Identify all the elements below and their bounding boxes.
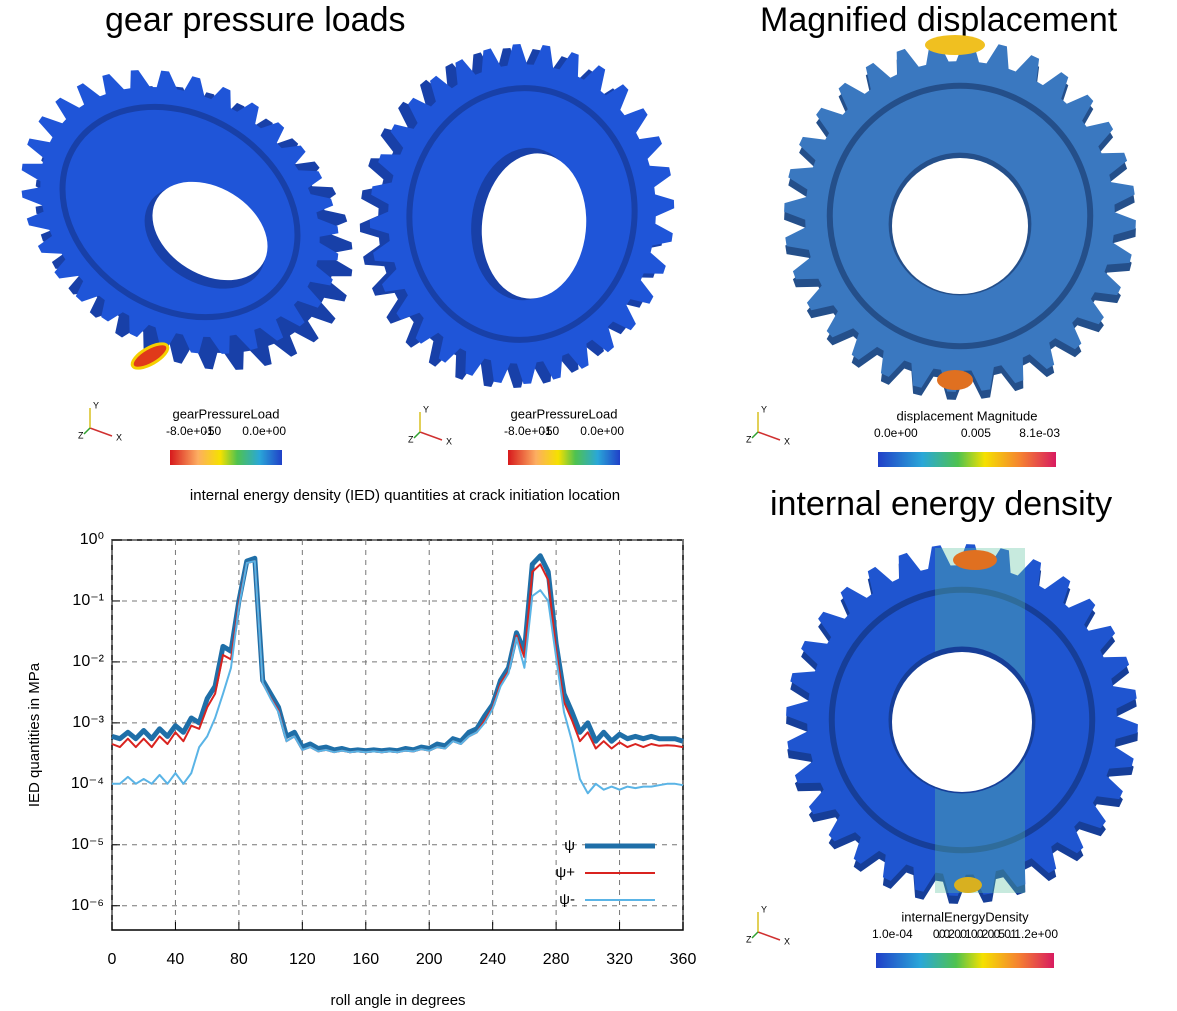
y-tick-label: 10⁻⁴ bbox=[71, 775, 104, 792]
y-tick-label: 10⁰ bbox=[80, 531, 104, 548]
y-tick-label: 10⁻⁵ bbox=[71, 836, 104, 853]
triad-label: X bbox=[116, 432, 122, 442]
colorbar-label: 0.0e+00 bbox=[580, 424, 624, 438]
gear-ring bbox=[59, 103, 301, 321]
triad-label: Z bbox=[78, 430, 84, 440]
y-tick-label: 10⁻² bbox=[72, 653, 104, 670]
x-tick-label: 40 bbox=[167, 951, 185, 968]
colorbar-label: 8.1e-03 bbox=[1019, 426, 1060, 440]
legend-label: ψ bbox=[564, 837, 575, 854]
axes-triad: X Y Z bbox=[78, 400, 122, 442]
y-tick-label: 10⁻¹ bbox=[72, 592, 104, 609]
colorbar-label: 1.0e-04 bbox=[872, 927, 913, 941]
axes-triad: X Y Z bbox=[746, 904, 790, 946]
gear-render bbox=[359, 44, 675, 388]
colorbar-title: internalEnergyDensity bbox=[901, 909, 1029, 924]
y-axis-label: IED quantities in MPa bbox=[26, 662, 43, 807]
triad-axis bbox=[757, 431, 781, 441]
colorbar-label: -8.0e+01 bbox=[166, 424, 214, 438]
x-tick-label: 160 bbox=[352, 951, 379, 968]
triad-axis bbox=[419, 431, 443, 441]
triad-axis bbox=[751, 431, 759, 439]
triad-label: X bbox=[446, 436, 452, 446]
colorbar-label: 1.2e+00 bbox=[1014, 927, 1058, 941]
axes-triad: X Y Z bbox=[408, 404, 452, 446]
x-tick-label: 200 bbox=[416, 951, 443, 968]
colorbar-label: -50 bbox=[542, 424, 560, 438]
colorbar-title: gearPressureLoad bbox=[511, 406, 618, 421]
gear-ring bbox=[828, 586, 1096, 854]
hot-spot bbox=[925, 35, 985, 55]
triad-axis bbox=[413, 431, 421, 439]
colorbar-label: 0.0e+00 bbox=[242, 424, 286, 438]
colorbar bbox=[508, 450, 620, 465]
x-tick-label: 120 bbox=[289, 951, 316, 968]
colorbar-label: 0.005 bbox=[961, 426, 991, 440]
x-axis-label: roll angle in degrees bbox=[330, 992, 465, 1009]
triad-label: Y bbox=[761, 904, 767, 914]
colorbar-title: gearPressureLoad bbox=[173, 406, 280, 421]
hot-spot bbox=[953, 550, 997, 570]
triad-axis bbox=[751, 931, 759, 939]
gear-hole bbox=[892, 158, 1028, 294]
plot-area bbox=[111, 539, 684, 931]
triad-label: Y bbox=[423, 404, 429, 414]
colorbar-label: 0.0e+00 bbox=[874, 426, 918, 440]
y-tick-label: 10⁻⁶ bbox=[71, 897, 104, 914]
colorbar-title: displacement Magnitude bbox=[897, 408, 1038, 423]
x-tick-label: 360 bbox=[670, 951, 697, 968]
colorbar bbox=[876, 953, 1054, 968]
triad-label: Y bbox=[761, 404, 767, 414]
gear-hole bbox=[152, 181, 268, 281]
triad-label: X bbox=[784, 936, 790, 946]
data-line bbox=[111, 553, 684, 754]
x-tick-label: 320 bbox=[606, 951, 633, 968]
panel-title: gear pressure loads bbox=[105, 1, 406, 39]
gear-ring bbox=[406, 85, 638, 343]
x-tick-label: 280 bbox=[543, 951, 570, 968]
x-tick-label: 240 bbox=[479, 951, 506, 968]
x-tick-label: 0 bbox=[108, 951, 117, 968]
triad-axis bbox=[757, 931, 781, 941]
chart-title: internal energy density (IED) quantities… bbox=[190, 487, 620, 504]
load-spot bbox=[130, 342, 170, 370]
panel-title: internal energy density bbox=[770, 485, 1112, 523]
gear-render bbox=[21, 70, 353, 370]
legend-label: ψ+ bbox=[556, 864, 576, 881]
colorbar bbox=[170, 450, 282, 465]
triad-label: Z bbox=[408, 434, 414, 444]
triad-label: Z bbox=[746, 434, 752, 444]
hot-spot bbox=[937, 370, 973, 390]
panel-title: Magnified displacement bbox=[760, 1, 1118, 39]
colorbar-label: -50 bbox=[204, 424, 222, 438]
gear-hole bbox=[892, 652, 1032, 792]
triad-label: Y bbox=[93, 400, 99, 410]
colorbar-label: -8.0e+01 bbox=[504, 424, 552, 438]
triad-label: X bbox=[784, 436, 790, 446]
gear-render bbox=[784, 35, 1136, 400]
x-tick-label: 80 bbox=[230, 951, 248, 968]
data-line bbox=[112, 560, 684, 795]
legend-label: ψ- bbox=[559, 891, 575, 908]
axes-triad: X Y Z bbox=[746, 404, 790, 446]
gear-render bbox=[786, 544, 1138, 904]
triad-label: Z bbox=[746, 934, 752, 944]
colorbar-label: 0.002 0.01 0.02 0.05 0.1 bbox=[933, 927, 1017, 941]
colorbar bbox=[878, 452, 1056, 467]
gear-ring bbox=[826, 82, 1094, 350]
gear-hole bbox=[481, 153, 587, 299]
triad-axis bbox=[83, 427, 91, 435]
hot-spot bbox=[954, 877, 982, 893]
y-tick-label: 10⁻³ bbox=[72, 714, 104, 731]
triad-axis bbox=[89, 427, 113, 437]
